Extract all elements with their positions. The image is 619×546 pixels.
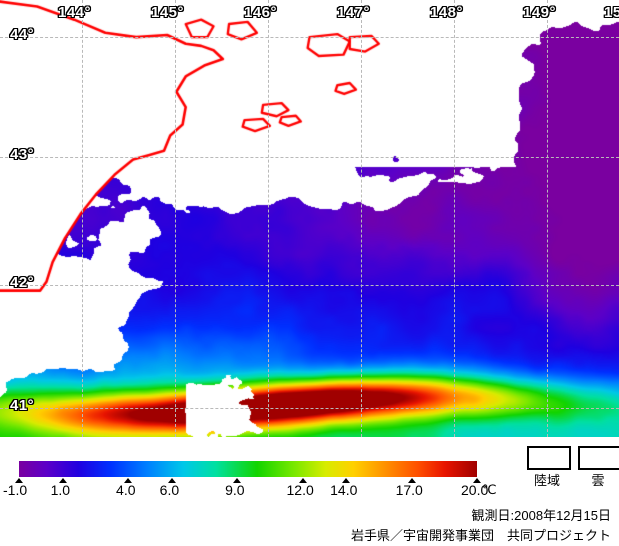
colorbar-tick-label-0: -1.0 — [3, 482, 28, 498]
colorbar-tick-6 — [342, 478, 351, 483]
legend-swatch-land — [527, 446, 571, 470]
colorbar-tick-0 — [15, 478, 23, 483]
colorbar-tick-label-8: 20.0 — [461, 482, 489, 498]
colorbar-tick-7 — [407, 478, 416, 483]
colorbar-tick-1 — [58, 478, 67, 483]
colorbar-tick-label-7: 17.0 — [395, 482, 423, 498]
project-credit: 岩手県／宇宙開発事業団 共同プロジェクト — [350, 528, 611, 543]
colorbar-tick-2 — [124, 478, 133, 483]
legend-swatch-cloud — [578, 446, 619, 470]
colorbar-gradient — [19, 461, 477, 477]
colorbar-tick-5 — [298, 478, 307, 483]
colorbar-tick-label-3: 6.0 — [159, 482, 180, 498]
colorbar-tick-8 — [473, 478, 481, 483]
colorbar — [19, 461, 477, 477]
colorbar-unit-label: ℃ — [482, 482, 497, 497]
colorbar-tick-label-6: 14.0 — [330, 482, 358, 498]
colorbar-tick-label-5: 12.0 — [286, 482, 314, 498]
legend-label-land: 陸域 — [533, 473, 560, 488]
observation-date: 観測日:2008年12月15日 — [471, 508, 611, 523]
colorbar-tick-label-2: 4.0 — [116, 482, 136, 498]
legend-label-cloud: 雲 — [591, 473, 605, 488]
sea-surface-temperature-map: 144° 145° 146° 147° 148° 149° 15 44° 43°… — [0, 0, 619, 437]
sst-raster-layer — [0, 0, 619, 437]
colorbar-tick-label-1: 1.0 — [50, 482, 71, 498]
colorbar-tick-3 — [167, 478, 176, 483]
colorbar-tick-4 — [233, 478, 242, 483]
colorbar-tick-label-4: 9.0 — [225, 482, 245, 498]
